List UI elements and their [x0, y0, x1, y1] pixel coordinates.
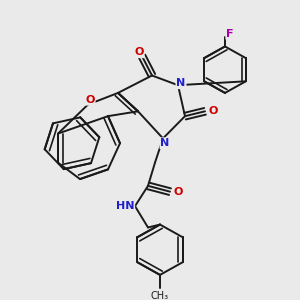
Text: N: N [176, 78, 186, 88]
Text: O: O [134, 47, 144, 57]
Text: O: O [173, 187, 183, 197]
Text: F: F [226, 29, 234, 39]
Text: CH₃: CH₃ [151, 291, 169, 300]
Text: O: O [208, 106, 218, 116]
Text: O: O [85, 95, 95, 105]
Text: HN: HN [116, 201, 134, 211]
Text: N: N [160, 138, 169, 148]
